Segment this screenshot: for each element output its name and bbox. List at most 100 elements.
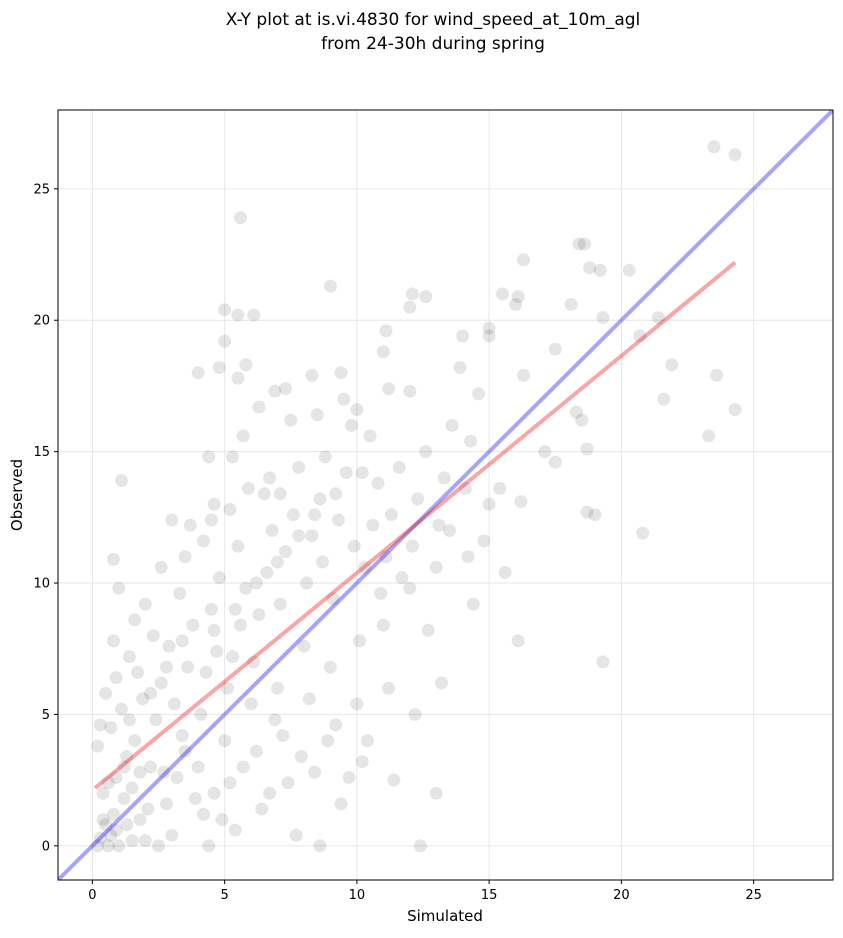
- data-point: [234, 618, 247, 632]
- x-tick-label: 15: [481, 888, 498, 903]
- data-point: [419, 445, 433, 459]
- y-tick-label: 10: [33, 577, 50, 592]
- data-point: [197, 534, 210, 548]
- data-point: [247, 308, 261, 322]
- data-point: [464, 434, 478, 448]
- data-point: [165, 828, 179, 842]
- data-point: [130, 665, 144, 679]
- data-point: [152, 839, 165, 853]
- data-point: [146, 629, 160, 643]
- data-point: [279, 545, 292, 558]
- data-point: [244, 697, 258, 711]
- data-point: [419, 290, 433, 304]
- data-point: [323, 660, 337, 674]
- data-point: [461, 550, 475, 564]
- plot-frame: [57, 109, 834, 881]
- data-point: [472, 387, 486, 401]
- data-point: [371, 476, 385, 490]
- data-point: [144, 686, 158, 700]
- data-point: [482, 329, 496, 343]
- data-point: [382, 382, 396, 396]
- data-point: [458, 481, 472, 495]
- data-point: [382, 681, 396, 695]
- data-point: [107, 634, 120, 648]
- y-tick-label: 20: [33, 314, 50, 329]
- grid: [58, 110, 833, 880]
- data-point: [252, 608, 266, 622]
- data-point: [115, 474, 128, 487]
- data-point: [99, 818, 113, 832]
- chart-subtitle: from 24-30h during spring: [321, 34, 545, 54]
- data-point: [202, 839, 216, 853]
- data-point: [112, 839, 126, 853]
- data-point: [138, 597, 152, 611]
- data-point: [91, 739, 105, 753]
- data-point: [710, 368, 724, 382]
- data-point: [133, 813, 147, 827]
- data-point: [273, 487, 287, 501]
- y-tick-label: 5: [42, 708, 50, 723]
- data-point: [313, 839, 327, 853]
- data-point: [104, 721, 118, 735]
- data-point: [101, 839, 115, 853]
- data-point: [323, 279, 337, 293]
- data-point: [183, 518, 197, 532]
- data-point: [210, 644, 224, 658]
- data-point: [292, 529, 306, 543]
- data-point: [622, 263, 636, 277]
- data-point: [109, 671, 123, 685]
- data-point: [236, 760, 250, 774]
- data-point: [665, 358, 679, 372]
- data-point: [376, 618, 390, 632]
- data-point: [445, 418, 459, 432]
- data-point: [120, 818, 134, 832]
- data-point: [498, 566, 512, 579]
- data-point: [379, 550, 393, 564]
- data-point: [387, 773, 401, 787]
- data-point: [117, 792, 131, 805]
- data-point: [548, 455, 562, 469]
- data-point: [329, 487, 343, 501]
- data-point: [292, 460, 306, 474]
- data-point: [159, 797, 173, 811]
- data-point: [569, 405, 583, 419]
- data-point: [509, 298, 523, 311]
- data-point: [239, 581, 253, 595]
- data-point: [572, 237, 586, 251]
- data-point: [456, 329, 470, 343]
- data-point: [175, 634, 189, 648]
- data-point: [93, 831, 107, 845]
- data-point: [138, 834, 152, 848]
- data-point: [249, 744, 263, 758]
- data-point: [636, 526, 650, 540]
- reference-lines: [58, 110, 833, 880]
- chart-title: X-Y plot at is.vi.4830 for wind_speed_at…: [226, 10, 641, 30]
- data-point: [728, 148, 742, 162]
- data-point: [358, 560, 372, 574]
- data-point: [122, 650, 136, 664]
- data-point: [128, 613, 142, 627]
- data-point: [633, 329, 647, 343]
- data-point: [191, 366, 205, 380]
- data-point: [223, 776, 237, 790]
- data-point: [466, 597, 480, 611]
- data-point: [435, 676, 448, 690]
- data-point: [186, 618, 200, 632]
- data-point: [363, 429, 377, 443]
- data-point: [651, 311, 665, 325]
- data-point: [191, 760, 205, 774]
- data-point: [260, 566, 274, 579]
- data-point: [482, 497, 496, 511]
- data-point: [247, 655, 261, 669]
- data-point: [403, 300, 417, 314]
- data-point: [96, 813, 110, 827]
- data-point: [136, 692, 150, 706]
- data-point: [265, 524, 279, 537]
- data-point: [413, 839, 427, 853]
- data-point: [432, 518, 446, 532]
- data-point: [149, 713, 163, 727]
- data-point: [284, 413, 298, 427]
- data-point: [405, 287, 419, 301]
- data-point: [99, 686, 113, 700]
